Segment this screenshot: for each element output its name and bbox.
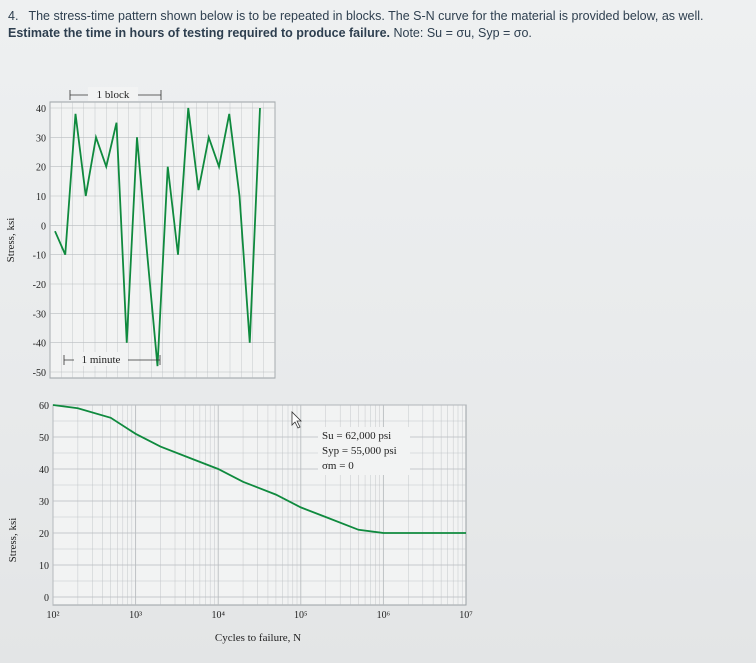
sn-y-tick-label: 0 <box>44 593 49 604</box>
block-annotation-label: 1 block <box>97 89 130 101</box>
stress-time-y-tick-label: -50 <box>33 368 46 379</box>
question-bold-text: Estimate the time in hours of testing re… <box>8 26 390 40</box>
stress-time-y-tick-label: 0 <box>41 221 46 232</box>
sn-series-line <box>52 404 466 534</box>
stress-time-grid <box>49 102 276 378</box>
sn-y-tick-label: 50 <box>39 433 49 444</box>
stress-time-y-tick-label: -10 <box>33 251 46 262</box>
mouse-cursor-icon <box>291 411 302 429</box>
stress-time-y-label: Stress, ksi <box>5 218 17 263</box>
sn-legend-sigma-m: σm = 0 <box>322 460 354 472</box>
sn-x-tick-label: 10⁶ <box>377 610 391 621</box>
sn-legend-bg <box>318 427 410 475</box>
stress-time-y-tick-label: -30 <box>33 309 46 320</box>
question-note-rest: u = σu, Syp = σo. <box>435 26 532 40</box>
stress-time-y-tick-label: -40 <box>33 339 46 350</box>
stress-time-y-tick-label: -20 <box>33 280 46 291</box>
sn-y-tick-label: 60 <box>39 401 49 412</box>
sn-x-ticks: 10² 10³ 10⁴ 10⁵ 10⁶ 10⁷ <box>47 610 474 621</box>
sn-grid <box>52 404 466 605</box>
sn-y-tick-label: 40 <box>39 465 49 476</box>
minute-annotation-label-bg <box>74 352 128 366</box>
sn-y-label: Stress, ksi <box>7 518 19 563</box>
sn-y-tick-label: 30 <box>39 497 49 508</box>
sn-legend-syp: Syp = 55,000 psi <box>322 445 397 457</box>
sn-x-tick-label: 10⁷ <box>459 610 473 621</box>
figure: 40 30 20 10 0 -10 -20 -30 -40 -50 Stress, ksi 1 b… <box>5 87 473 644</box>
question-text: 4. The stress-time pattern shown below is… <box>8 8 738 42</box>
sn-y-tick-label: 20 <box>39 529 49 540</box>
stress-time-y-tick-label: 40 <box>36 104 46 115</box>
stress-time-chart: 40 30 20 10 0 -10 -20 -30 -40 -50 Stress, ksi 1 b… <box>5 87 276 379</box>
sn-curve-chart: 60 50 40 30 20 10 0 10² 10³ 10⁴ 10⁵ 10⁶ 10⁷ Stress,… <box>7 401 473 644</box>
sn-x-label: Cycles to failure, N <box>215 632 301 644</box>
stress-time-y-ticks: 40 30 20 10 0 -10 -20 -30 -40 -50 <box>33 104 46 379</box>
sn-y-tick-label: 10 <box>39 561 49 572</box>
sn-x-tick-label: 10³ <box>129 610 142 621</box>
question-body: The stress-time pattern shown below is t… <box>28 9 704 23</box>
stress-time-y-tick-label: 30 <box>36 133 46 144</box>
sn-x-tick-label: 10⁴ <box>211 610 225 621</box>
sn-y-ticks: 60 50 40 30 20 10 0 <box>39 401 49 604</box>
stress-time-y-tick-label: 10 <box>36 192 46 203</box>
sn-legend-su: Su = 62,000 psi <box>322 430 391 442</box>
sn-x-tick-label: 10² <box>47 610 60 621</box>
block-annotation-label-bg <box>88 87 138 101</box>
stress-time-y-tick-label: 20 <box>36 163 46 174</box>
minute-annotation-label: 1 minute <box>82 354 121 366</box>
sn-x-tick-label: 10⁵ <box>294 610 308 621</box>
stress-time-series-line <box>54 107 261 367</box>
question-note: Note: S <box>390 26 436 40</box>
question-number: 4. <box>8 9 19 23</box>
